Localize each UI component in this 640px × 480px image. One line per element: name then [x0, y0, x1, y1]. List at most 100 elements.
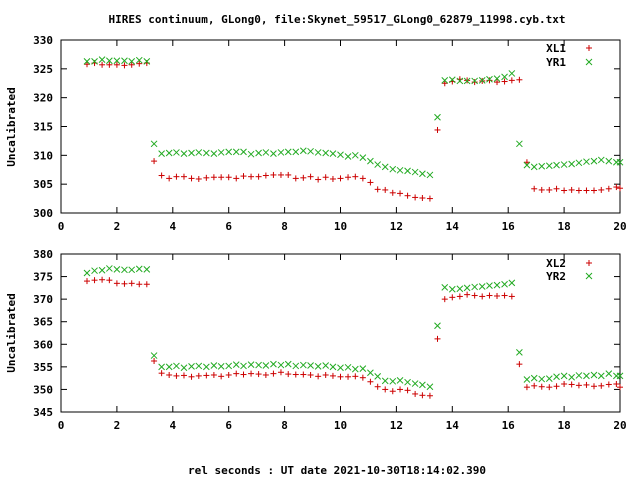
- xl1-point: [546, 186, 553, 193]
- yr2-point: [530, 374, 538, 382]
- yr1-point: [396, 166, 404, 174]
- yr2-point: [277, 361, 285, 369]
- yr1-point: [605, 157, 613, 165]
- x-tick-label: 10: [334, 220, 347, 233]
- xl2-point: [158, 370, 165, 377]
- x-tick-label: 6: [225, 419, 232, 432]
- xl1-point: [307, 173, 314, 180]
- xl1-point: [591, 187, 598, 194]
- yr1-point: [508, 70, 516, 77]
- yr1-point: [478, 77, 486, 84]
- yr2-point: [195, 362, 203, 370]
- xl1-point: [158, 172, 165, 179]
- xl1-point: [382, 186, 389, 193]
- yr1-point: [501, 73, 508, 81]
- yr1-point: [158, 150, 165, 157]
- yr1-point: [121, 57, 128, 65]
- y-tick-label: 375: [33, 271, 53, 284]
- xl1-point: [538, 186, 545, 193]
- xl1-point: [367, 179, 374, 186]
- xl1-point: [83, 61, 90, 68]
- yr2-point: [158, 363, 165, 371]
- yr2-point: [508, 279, 516, 287]
- xl2-point: [613, 381, 620, 388]
- xl2-point: [203, 372, 210, 379]
- yr2-point: [381, 377, 389, 385]
- y-tick-label: 325: [33, 63, 53, 76]
- xl1-point: [285, 171, 292, 178]
- panel-1-ticks: 0 2 4 6 8 10 12 14 16 18 20 300 305 310 315 320 325 330: [33, 34, 627, 233]
- yr2-point: [471, 283, 479, 291]
- xl1-point: [195, 175, 202, 182]
- yr1-point: [381, 163, 389, 171]
- yr2-point: [83, 269, 91, 277]
- xl2-point: [546, 384, 553, 391]
- panel-2: Uncalibrated 0 2 4 6 8 10 12 14 16 18 20 345 350 355 3…: [5, 248, 627, 432]
- xl1-point: [300, 174, 307, 181]
- xl1-point: [218, 174, 225, 181]
- yr2-point: [188, 363, 195, 370]
- y-tick-label: 380: [33, 248, 53, 261]
- xl1-point: [508, 77, 515, 84]
- xl1-point: [553, 185, 560, 192]
- x-tick-label: 20: [613, 220, 626, 233]
- yr1-point: [240, 148, 247, 156]
- xl1-point: [419, 195, 426, 202]
- yr2-point: [143, 265, 151, 273]
- yr1-point: [616, 158, 624, 166]
- yr1-point: [314, 149, 322, 156]
- xl1-point: [516, 76, 523, 83]
- panel-1: Uncalibrated 0 2 4 6 8 10 12 14 16 18 20 300 305 310 3…: [5, 34, 627, 233]
- yr1-point: [404, 167, 411, 175]
- yr2-point: [396, 377, 404, 384]
- xl2-point: [531, 382, 538, 389]
- yr2-point: [150, 352, 158, 359]
- xl2-point: [486, 292, 493, 299]
- y-tick-label: 345: [33, 406, 53, 419]
- yr1-point: [411, 168, 419, 176]
- yr1-point: [389, 165, 397, 173]
- yr2-point: [448, 285, 456, 293]
- x-tick-label: 8: [281, 220, 288, 233]
- xl2-point: [248, 370, 255, 377]
- yr1-point: [307, 147, 314, 155]
- yr2-point: [419, 381, 426, 389]
- yr2-point: [202, 363, 210, 371]
- xl2-point: [218, 373, 225, 380]
- yr2-point: [262, 362, 270, 369]
- panel-2-legend: XL2 YR2: [546, 257, 593, 283]
- yr1-point: [150, 140, 158, 148]
- yr1-point: [530, 163, 538, 171]
- yr1-point: [173, 149, 180, 156]
- xl1-point: [426, 195, 433, 202]
- xl2-point: [300, 371, 307, 378]
- xl1-point: [240, 173, 247, 180]
- yr2-point: [307, 362, 314, 369]
- y-tick-label: 350: [33, 383, 53, 396]
- xl2-point: [136, 281, 143, 288]
- yr1-point: [202, 149, 210, 157]
- xl1-point: [173, 173, 180, 180]
- yr1-point: [270, 150, 277, 157]
- xl2-point: [307, 371, 314, 378]
- yr2-point: [232, 361, 240, 368]
- xl1-point: [605, 185, 612, 192]
- xl2-point: [106, 277, 113, 284]
- xl2-point: [166, 371, 173, 378]
- yr1-point: [232, 148, 240, 156]
- xl2-point: [412, 390, 419, 397]
- xl2-point: [605, 381, 612, 388]
- x-tick-label: 16: [502, 220, 516, 233]
- xl2-point: [121, 280, 128, 287]
- yr2-point: [463, 284, 471, 292]
- xl1-point: [180, 173, 187, 180]
- yr2-point: [486, 282, 493, 289]
- xl2-point: [113, 280, 120, 287]
- xl2-point: [195, 372, 202, 379]
- y-tick-label: 320: [33, 92, 53, 105]
- xl1-point: [136, 60, 143, 67]
- yr1-point: [113, 57, 121, 65]
- yr2-point: [501, 280, 508, 288]
- xl1-point: [598, 186, 605, 193]
- xl1-point: [397, 190, 404, 197]
